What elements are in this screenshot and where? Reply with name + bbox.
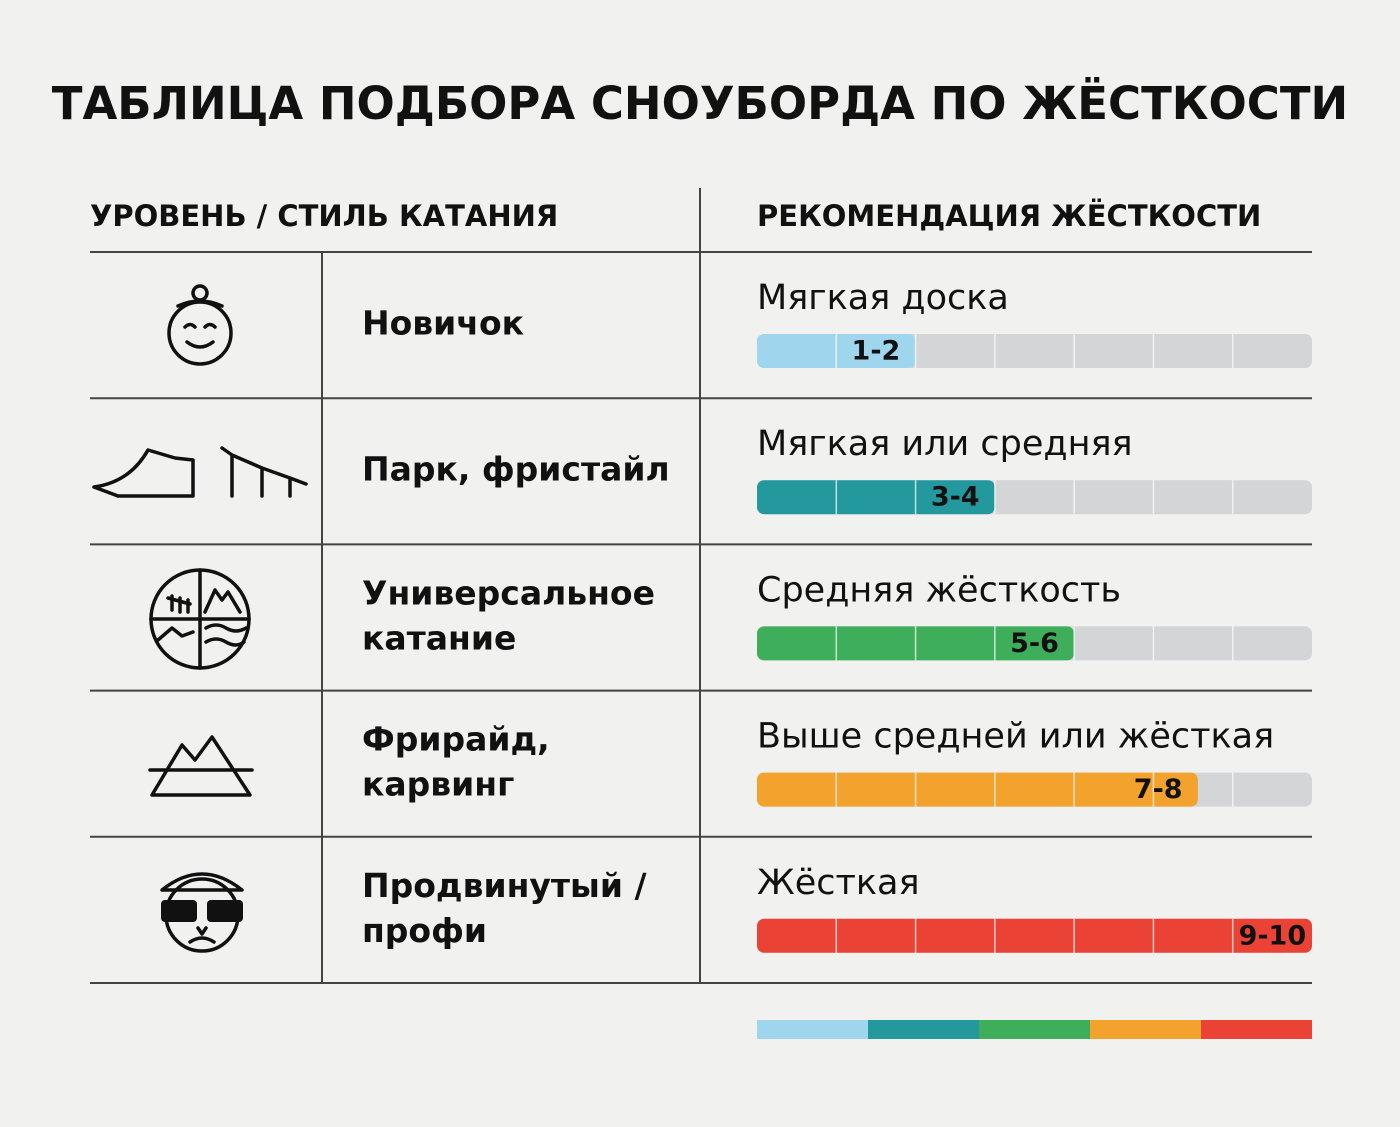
range-label: 9-10 xyxy=(1239,920,1307,951)
row-label: Парк, фристайл xyxy=(362,450,670,489)
recommendation: Жёсткая xyxy=(757,863,920,903)
legend-swatch xyxy=(868,1020,979,1039)
icon-freeride xyxy=(148,735,254,797)
recommendation: Мягкая или средняя xyxy=(757,424,1133,464)
recommendation: Средняя жёсткость xyxy=(757,570,1121,610)
legend-swatch xyxy=(1201,1020,1312,1039)
icon-park xyxy=(92,446,308,498)
title: ТАБЛИЦА ПОДБОРА СНОУБОРДА ПО ЖЁСТКОСТИ xyxy=(52,77,1348,130)
recommendation: Мягкая доска xyxy=(757,278,1009,318)
bar-fill xyxy=(757,772,1198,807)
row-label: Фрирайд, xyxy=(362,720,550,759)
row-label: Продвинутый / xyxy=(362,866,647,905)
range-label: 5-6 xyxy=(1010,628,1059,659)
range-label: 3-4 xyxy=(931,482,980,513)
row-label: Новичок xyxy=(362,304,524,343)
legend-swatch xyxy=(757,1020,868,1039)
column-header: РЕКОМЕНДАЦИЯ ЖЁСТКОСТИ xyxy=(757,199,1261,233)
icon-beginner xyxy=(167,284,233,366)
legend-swatch xyxy=(979,1020,1090,1039)
row-label: катание xyxy=(362,618,516,657)
recommendation: Выше средней или жёсткая xyxy=(757,717,1274,757)
row-label: профи xyxy=(362,911,487,950)
row-label: карвинг xyxy=(362,765,514,804)
bar-fill xyxy=(757,918,1312,953)
icon-pro xyxy=(160,872,244,953)
range-label: 1-2 xyxy=(852,336,901,367)
bar-fill xyxy=(757,480,995,515)
row-label: Универсальное xyxy=(362,573,655,612)
legend-swatch xyxy=(1090,1020,1201,1039)
column-header: УРОВЕНЬ / СТИЛЬ КАТАНИЯ xyxy=(90,199,558,233)
icon-allmountain xyxy=(149,568,251,670)
range-label: 7-8 xyxy=(1134,774,1183,805)
